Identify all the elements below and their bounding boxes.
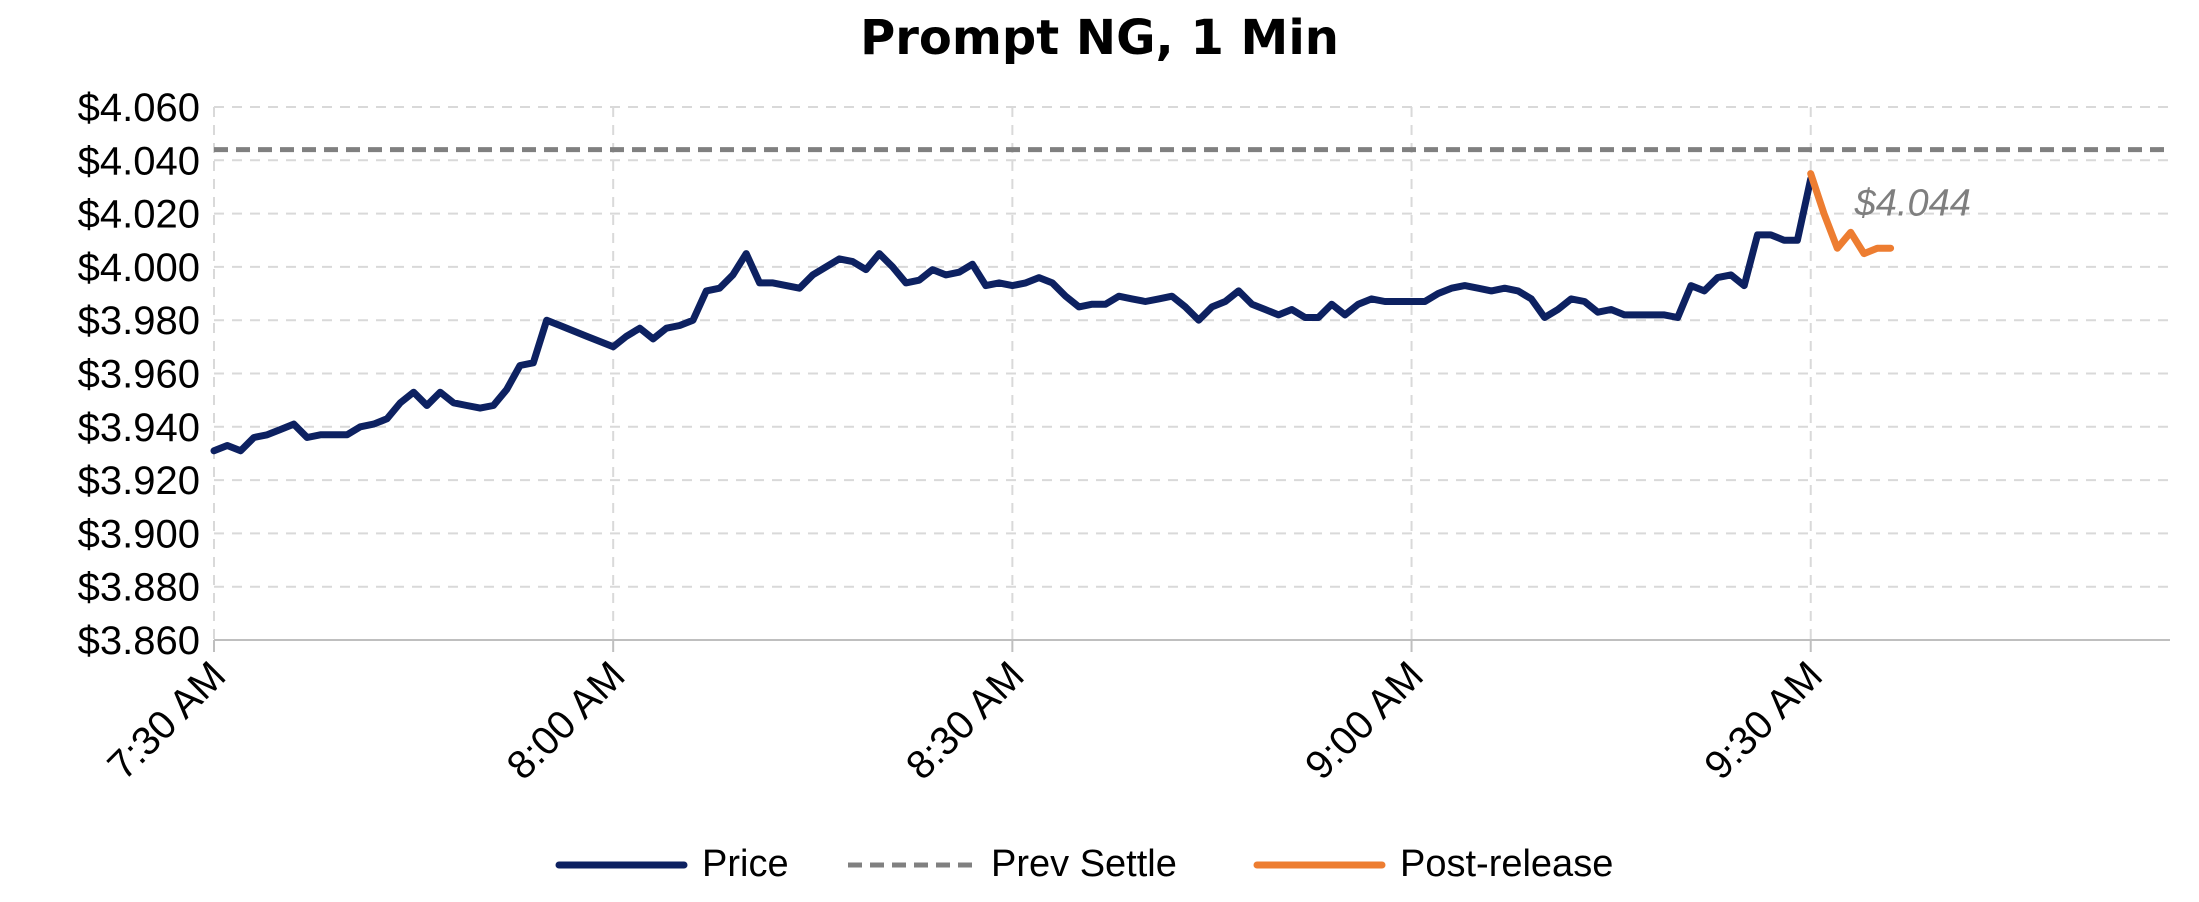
annotation-label: $4.044: [1854, 183, 1971, 225]
y-tick-label: $3.880: [78, 566, 200, 610]
chart-title: Prompt NG, 1 Min: [860, 10, 1339, 66]
y-tick-label: $4.020: [78, 193, 200, 237]
series-line-price: [210, 175, 1815, 455]
x-tick-label: 8:30 AM: [898, 653, 1033, 788]
y-tick-label: $3.860: [78, 619, 200, 663]
y-tick-label: $3.920: [78, 459, 200, 503]
legend-label: Price: [702, 843, 789, 885]
x-tick-label: 8:00 AM: [499, 653, 634, 788]
y-tick-label: $3.960: [78, 353, 200, 397]
x-tick-label: 9:30 AM: [1696, 653, 1831, 788]
y-tick-label: $3.900: [78, 512, 200, 556]
y-tick-label: $3.940: [78, 406, 200, 450]
y-tick-label: $3.980: [78, 299, 200, 343]
legend-label: Prev Settle: [991, 843, 1177, 885]
x-tick-label: 7:30 AM: [99, 653, 234, 788]
y-tick-label: $4.060: [78, 86, 200, 130]
legend-label: Post-release: [1400, 843, 1613, 885]
x-tick-label: 9:00 AM: [1297, 653, 1432, 788]
y-tick-label: $4.000: [78, 246, 200, 290]
series-line-post-release: [1807, 170, 1895, 258]
y-tick-label: $4.040: [78, 139, 200, 183]
